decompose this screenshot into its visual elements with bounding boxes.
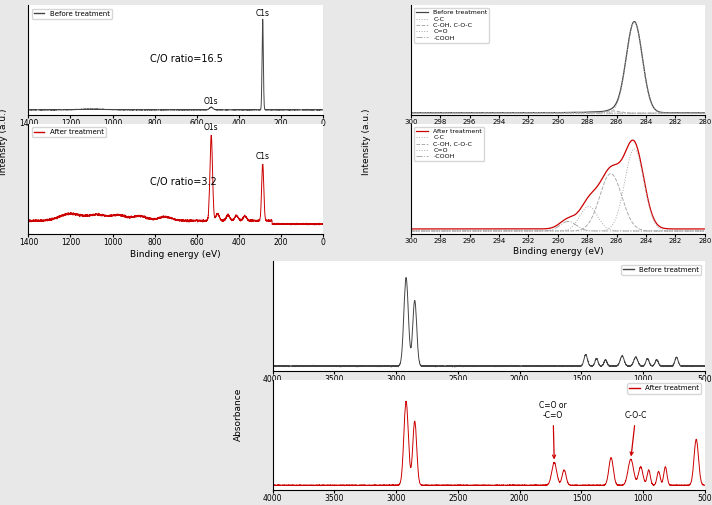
Legend: After treatment: After treatment bbox=[627, 383, 701, 393]
Legend: After treatment: After treatment bbox=[32, 127, 106, 137]
Text: Intensity (a.u.): Intensity (a.u.) bbox=[362, 108, 371, 175]
Legend: Before treatment, C-C, C-OH, C-O-C, C=O, -COOH: Before treatment, C-C, C-OH, C-O-C, C=O,… bbox=[414, 8, 489, 42]
Legend: After treatment, C-C, C-OH, C-O-C, C=O, -COOH: After treatment, C-C, C-OH, C-O-C, C=O, … bbox=[414, 127, 484, 161]
Text: C=O or
-C=O: C=O or -C=O bbox=[539, 400, 567, 458]
Legend: Before treatment: Before treatment bbox=[32, 9, 112, 19]
Text: Absorbance: Absorbance bbox=[234, 387, 243, 441]
X-axis label: Binding energy (eV): Binding energy (eV) bbox=[513, 246, 603, 256]
Text: C1s: C1s bbox=[256, 9, 270, 18]
X-axis label: Binding energy (eV): Binding energy (eV) bbox=[130, 249, 221, 259]
Legend: Before treatment: Before treatment bbox=[622, 265, 701, 275]
Text: C/O ratio=3.2: C/O ratio=3.2 bbox=[150, 177, 217, 187]
Text: C/O ratio=16.5: C/O ratio=16.5 bbox=[150, 54, 223, 64]
Text: O1s: O1s bbox=[204, 97, 219, 106]
Text: O1s: O1s bbox=[204, 123, 219, 132]
Text: C1s: C1s bbox=[256, 152, 270, 161]
Text: C-O-C: C-O-C bbox=[624, 411, 647, 455]
Text: Intensity (a.u.): Intensity (a.u.) bbox=[0, 108, 8, 175]
